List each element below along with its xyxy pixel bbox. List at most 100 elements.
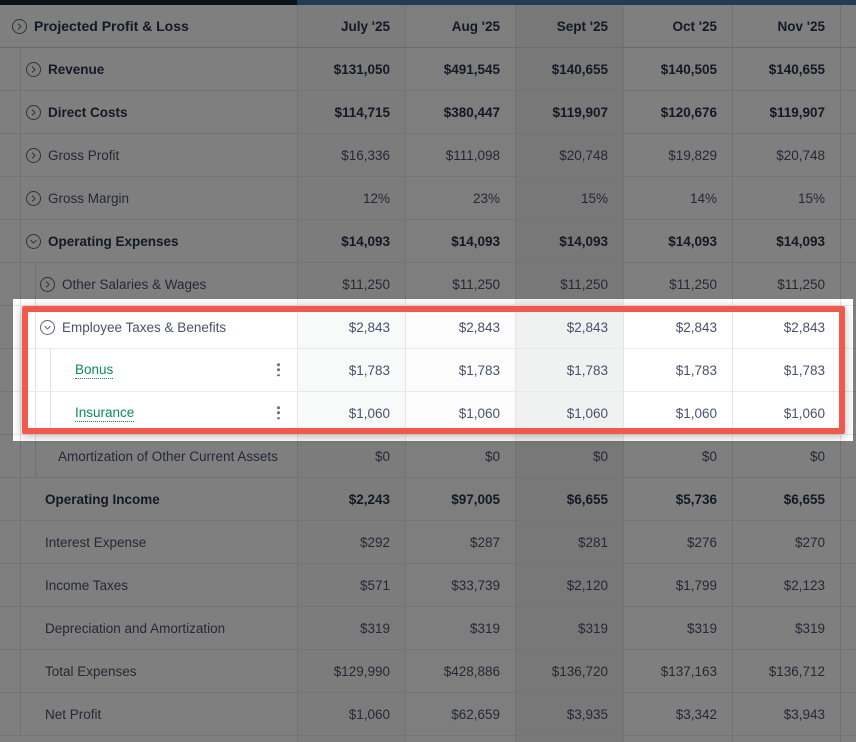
value-cell: $11,250	[732, 263, 840, 305]
spacer-cell	[840, 134, 856, 176]
value-cell: $1,783	[405, 349, 515, 391]
chevron-right-circle-icon[interactable]	[40, 276, 55, 292]
row-label-cell[interactable]: Revenue	[0, 48, 297, 90]
row-label-cell[interactable]: Employee Taxes & Benefits	[0, 306, 297, 348]
indent-guide	[20, 392, 21, 434]
row-label-cell[interactable]: Direct Costs	[0, 91, 297, 133]
row-label-cell: Depreciation and Amortization	[0, 607, 297, 649]
value-cell: $1,060	[732, 392, 840, 434]
value-cell: $20,748	[515, 134, 623, 176]
value-cell: $1,783	[515, 349, 623, 391]
chevron-right-circle-icon[interactable]	[26, 190, 41, 206]
value-cell: $2,843	[297, 306, 405, 348]
row-label: Amortization of Other Current Assets	[58, 448, 278, 464]
value-cell: $1,060	[515, 392, 623, 434]
value-cell: $11,250	[623, 263, 732, 305]
table-row: Operating Income $2,243 $97,005 $6,655 $…	[0, 478, 856, 521]
kebab-menu-icon[interactable]	[274, 403, 283, 422]
indent-guide	[20, 478, 21, 520]
spacer-cell	[840, 392, 856, 434]
value-cell: 15%	[732, 177, 840, 219]
value-cell: $1,060	[297, 693, 405, 735]
value-cell: 15%	[515, 177, 623, 219]
indent-guide	[35, 349, 36, 391]
value-cell: $3,943	[732, 693, 840, 735]
row-label: Gross Margin	[48, 190, 130, 206]
row-label-cell: Net Profit	[0, 693, 297, 735]
value-cell: $97,005	[405, 478, 515, 520]
table-title: Projected Profit & Loss	[34, 18, 189, 34]
row-label: Income Taxes	[45, 577, 129, 593]
value-cell: 12%	[297, 177, 405, 219]
value-cell: $20,748	[732, 134, 840, 176]
table-row: Interest Expense $292 $287 $281 $276 $27…	[0, 521, 856, 564]
table-row: Depreciation and Amortization $319 $319 …	[0, 607, 856, 650]
indent-guide	[20, 91, 21, 133]
row-label-cell[interactable]: Operating Expenses	[0, 220, 297, 262]
value-cell: $0	[623, 435, 732, 477]
value-cell: $19,829	[623, 134, 732, 176]
chevron-right-circle-icon[interactable]	[26, 61, 41, 77]
value-cell: $136,712	[732, 650, 840, 692]
spacer-cell	[840, 693, 856, 735]
table-row: Revenue $131,050 $491,545 $140,655 $140,…	[0, 48, 856, 91]
table-row: Other Salaries & Wages $11,250 $11,250 $…	[0, 263, 856, 306]
value-cell: $1,799	[623, 564, 732, 606]
value-cell: $428,886	[405, 650, 515, 692]
value-cell: $319	[297, 607, 405, 649]
value-cell: $140,505	[623, 48, 732, 90]
column-header-aug: Aug '25	[405, 5, 515, 47]
kebab-menu-icon[interactable]	[274, 360, 283, 379]
value-cell: $276	[623, 521, 732, 563]
table-body: Revenue $131,050 $491,545 $140,655 $140,…	[0, 48, 856, 742]
value-cell: $0	[297, 435, 405, 477]
row-label: Operating Income	[45, 491, 160, 507]
chevron-down-circle-icon[interactable]	[40, 319, 55, 335]
row-label-cell[interactable]: Other Salaries & Wages	[0, 263, 297, 305]
value-cell: $14,093	[297, 220, 405, 262]
row-label: Interest Expense	[45, 534, 147, 550]
indent-guide	[20, 263, 21, 305]
value-cell: $114,715	[297, 91, 405, 133]
indent-guide	[20, 48, 21, 90]
row-label-cell[interactable]: Gross Profit	[0, 134, 297, 176]
account-link[interactable]: Insurance	[75, 404, 135, 422]
spacer-cell	[840, 48, 856, 90]
value-cell: $2,843	[732, 306, 840, 348]
chevron-right-circle-icon[interactable]	[12, 18, 27, 34]
value-cell: $287	[405, 521, 515, 563]
row-label-cell: Operating Income	[0, 478, 297, 520]
value-cell: $140,655	[515, 48, 623, 90]
row-label-cell	[0, 736, 297, 742]
value-cell	[405, 736, 515, 742]
spacer-cell	[840, 736, 856, 742]
spacer-cell	[840, 478, 856, 520]
value-cell: $120,676	[623, 91, 732, 133]
indent-guide	[35, 435, 36, 477]
indent-guide	[20, 220, 21, 262]
chevron-right-circle-icon[interactable]	[26, 147, 41, 163]
account-link[interactable]: Bonus	[75, 361, 114, 379]
row-label: Revenue	[48, 61, 105, 77]
indent-guide	[20, 521, 21, 563]
row-label-cell: Interest Expense	[0, 521, 297, 563]
table-title-cell[interactable]: Projected Profit & Loss	[0, 5, 297, 47]
row-label: Direct Costs	[48, 104, 128, 120]
value-cell: $137,163	[623, 650, 732, 692]
chevron-right-circle-icon[interactable]	[26, 104, 41, 120]
column-header-partial	[840, 5, 856, 47]
row-label-cell: Insurance	[0, 392, 297, 434]
table-header-row: Projected Profit & Loss July '25 Aug '25…	[0, 5, 856, 48]
indent-guide	[20, 693, 21, 735]
chevron-down-circle-icon[interactable]	[26, 233, 41, 249]
value-cell: $119,907	[515, 91, 623, 133]
row-label-cell: Amortization of Other Current Assets	[0, 435, 297, 477]
row-label-cell[interactable]: Gross Margin	[0, 177, 297, 219]
indent-guide	[20, 435, 21, 477]
value-cell: $319	[732, 607, 840, 649]
value-cell: 23%	[405, 177, 515, 219]
value-cell: $5,736	[623, 478, 732, 520]
value-cell: $11,250	[405, 263, 515, 305]
value-cell: $11,250	[297, 263, 405, 305]
table-row: Income Taxes $571 $33,739 $2,120 $1,799 …	[0, 564, 856, 607]
